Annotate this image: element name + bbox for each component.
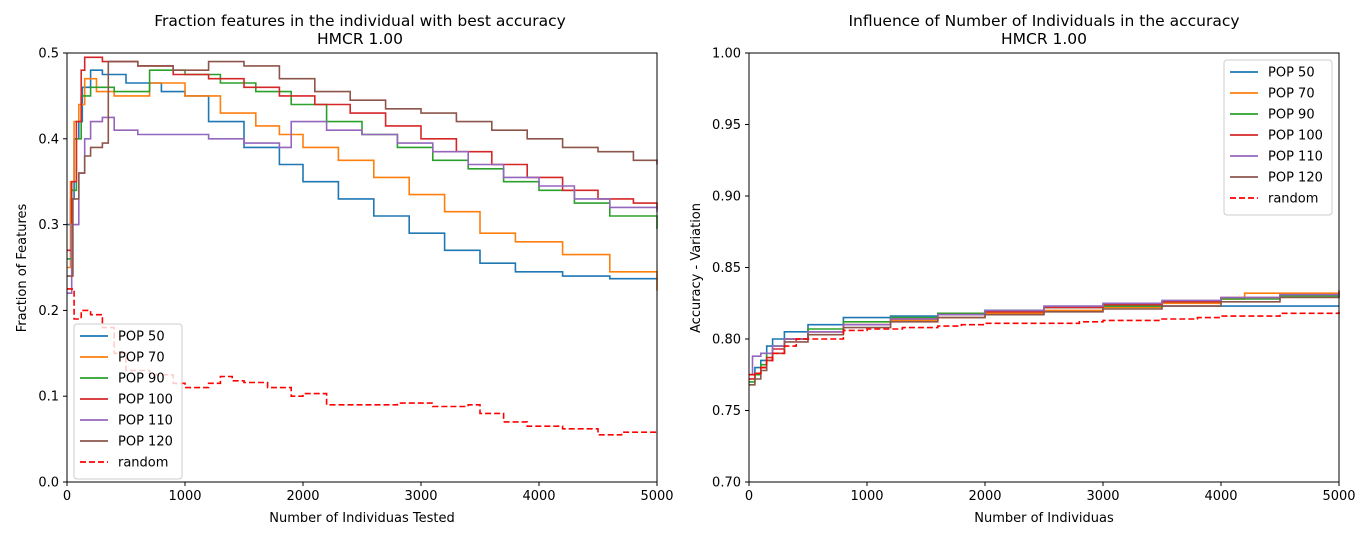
right-series-random-line [749,311,1340,376]
right-chart-xlabel: Number of Individuas [974,511,1114,526]
left-y-tick-label: 0.4 [38,132,59,147]
left-legend-label-pop-70: POP 70 [118,351,165,366]
left-legend-label-pop-90: POP 90 [118,372,165,387]
right-chart: Influence of Number of Individuals in th… [689,12,1356,526]
left-y-tick-label: 0.3 [38,218,59,233]
right-series-pop-110-line [749,291,1340,376]
left-x-tick-label: 4000 [522,489,555,504]
right-legend-label-pop-50: POP 50 [1268,66,1315,81]
left-legend-label-pop-100: POP 100 [118,393,173,408]
left-series-pop-110-line [67,116,658,294]
right-y-tick-label: 0.85 [712,261,741,276]
left-chart-ylabel: Fraction of Features [15,203,30,332]
left-y-tick-label: 0.2 [38,304,59,319]
left-legend-label-random: random [118,456,168,471]
right-y-tick-label: 0.70 [712,476,741,491]
right-chart-ticks: 0 1000 2000 3000 4000 5000 0.70 0.75 0.80 0.85 0.9… [712,47,1356,505]
left-legend-label-pop-50: POP 50 [118,330,165,345]
left-chart-title: Fraction features in the individual with… [154,12,566,30]
right-chart-ylabel: Accuracy - Variation [689,203,704,333]
right-legend-label-pop-110: POP 110 [1268,150,1323,165]
left-y-tick-label: 0.0 [38,476,59,491]
left-chart: Fraction features in the individual with… [15,12,674,526]
left-chart-lines [67,56,658,436]
right-y-tick-label: 0.95 [712,118,741,133]
right-chart-legend: POP 50 POP 70 POP 90 POP 100 POP 110 POP 120 r… [1223,59,1333,216]
left-chart-ticks: 0 1000 2000 3000 4000 5000 0.0 0.1 0.2 0.3 0.4 0.5 [38,47,673,505]
left-y-tick-label: 0.1 [38,390,59,405]
right-series-pop-120-line [749,296,1340,386]
right-x-tick-label: 5000 [1322,489,1355,504]
right-x-tick-label: 1000 [850,489,883,504]
right-chart-subtitle: HMCR 1.00 [1001,30,1087,48]
right-legend-label-pop-70: POP 70 [1268,87,1315,102]
right-legend-label-pop-120: POP 120 [1268,171,1323,186]
right-y-tick-label: 1.00 [712,47,741,62]
right-y-tick-label: 0.80 [712,333,741,348]
left-series-random-line [67,288,658,436]
left-x-tick-label: 0 [63,489,71,504]
right-x-tick-label: 4000 [1204,489,1237,504]
left-x-tick-label: 3000 [404,489,437,504]
left-x-tick-label: 2000 [286,489,319,504]
right-chart-lines [749,290,1340,386]
left-legend-label-pop-110: POP 110 [118,414,173,429]
left-y-tick-label: 0.5 [38,47,59,62]
left-chart-frame [66,52,658,483]
right-x-tick-label: 2000 [968,489,1001,504]
left-chart-legend: POP 50 POP 70 POP 90 POP 100 POP 110 POP 120 r… [73,323,183,480]
left-series-pop-100-line [67,56,658,252]
right-x-tick-label: 0 [745,489,753,504]
right-legend-label-random: random [1268,192,1318,207]
left-series-pop-120-line [67,60,658,277]
right-chart-title: Influence of Number of Individuals in th… [848,12,1239,30]
left-legend-label-pop-120: POP 120 [118,435,173,450]
left-x-tick-label: 1000 [168,489,201,504]
right-x-tick-label: 3000 [1086,489,1119,504]
left-x-tick-label: 5000 [640,489,673,504]
left-series-pop-70-line [67,77,658,291]
left-chart-xlabel: Number of Individuas Tested [269,511,454,526]
left-series-pop-90-line [67,69,658,260]
right-y-tick-label: 0.75 [712,404,741,419]
right-legend-label-pop-90: POP 90 [1268,108,1315,123]
right-legend-label-pop-100: POP 100 [1268,129,1323,144]
left-chart-subtitle: HMCR 1.00 [317,30,403,48]
right-y-tick-label: 0.90 [712,190,741,205]
left-series-pop-50-line [67,69,658,280]
